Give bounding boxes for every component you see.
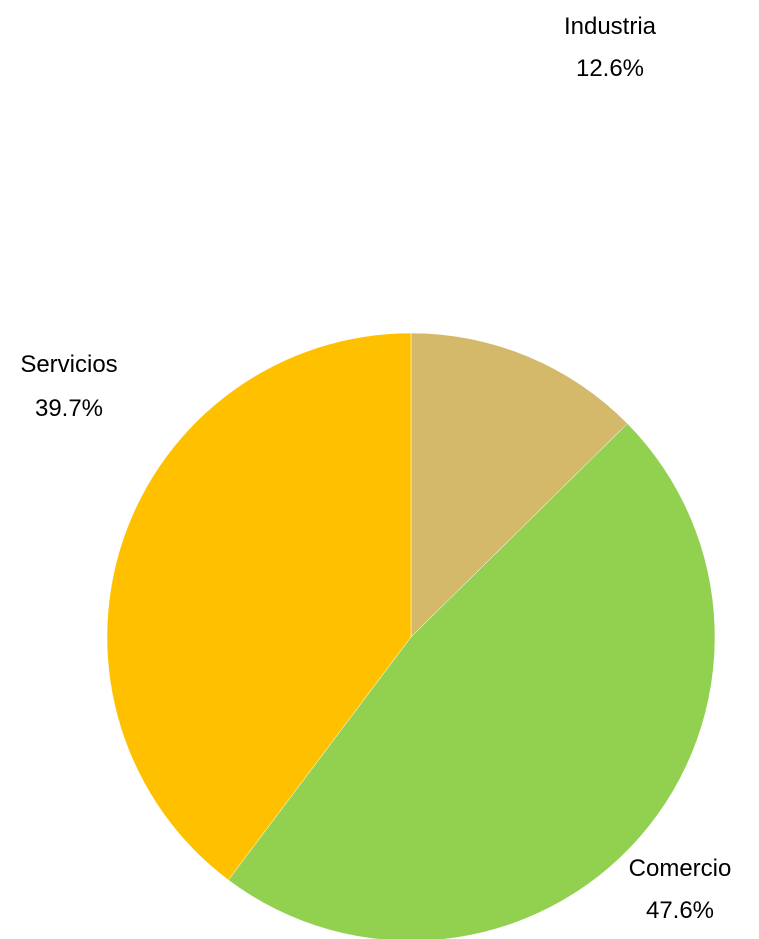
pie-labels: Industria 12.6% Comercio 47.6% Servicios 39.7… bbox=[20, 13, 731, 924]
slice-value-label: 12.6% bbox=[576, 55, 644, 82]
pie-slice-industria bbox=[410, 332, 628, 638]
pie-slice-comercio bbox=[227, 423, 716, 939]
pie-slices bbox=[106, 332, 716, 939]
pie-slice-servicios bbox=[106, 332, 412, 881]
slice-value-label: 39.7% bbox=[35, 395, 103, 422]
slice-name-label: Servicios bbox=[20, 351, 117, 378]
slice-value-label: 47.6% bbox=[646, 897, 714, 924]
slice-name-label: Industria bbox=[564, 13, 657, 40]
slice-name-label: Comercio bbox=[629, 855, 732, 882]
